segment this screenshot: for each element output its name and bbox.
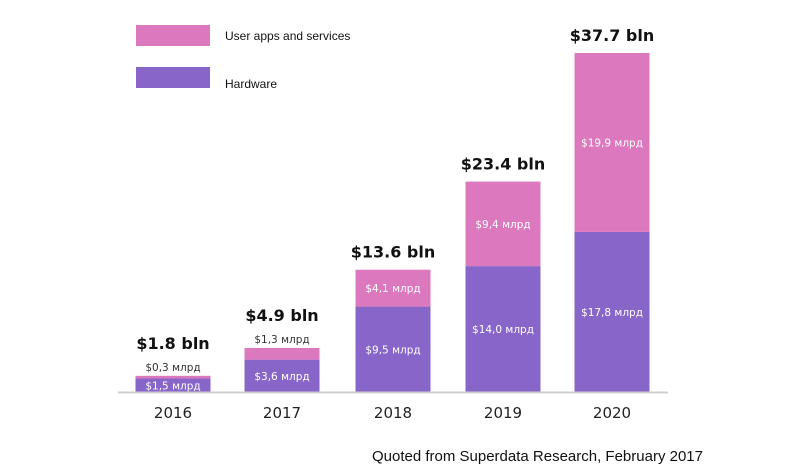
legend-label-user-apps: User apps and services	[225, 29, 350, 43]
total-label-2020: $37.7 bln	[570, 26, 655, 45]
data-label-hardware-2016: $1,5 млрд	[145, 380, 200, 392]
source-note: Quoted from Superdata Research, February…	[372, 448, 703, 465]
data-label-user-apps-2016: $0,3 млрд	[145, 362, 200, 374]
bar-hardware-2016	[135, 378, 211, 392]
bar-user-apps-2020	[574, 53, 650, 232]
bars-group: $1,5 млрд $0,3 млрд $1.8 bln $3,6 млрд $1,3 …	[135, 26, 655, 392]
bar-user-apps-2017	[244, 347, 320, 360]
x-tick-label-2018: 2018	[374, 404, 412, 422]
x-tick-label-2019: 2019	[484, 404, 522, 422]
total-label-2018: $13.6 bln	[351, 243, 436, 262]
data-label-user-apps-2019: $9,4 млрд	[475, 219, 530, 231]
total-label-2017: $4.9 bln	[245, 306, 318, 325]
data-label-user-apps-2017: $1,3 млрд	[254, 334, 309, 346]
data-label-hardware-2020: $17,8 млрд	[581, 307, 643, 319]
data-label-user-apps-2018: $4,1 млрд	[365, 283, 420, 295]
bar-user-apps-2019	[465, 181, 541, 267]
x-tick-label-2020: 2020	[593, 404, 631, 422]
data-label-hardware-2017: $3,6 млрд	[254, 371, 309, 383]
bar-hardware-2020	[574, 231, 650, 392]
legend: User apps and services Hardware	[136, 25, 350, 91]
category-labels: 2016 2017 2018 2019 2020	[154, 404, 631, 422]
legend-swatch-hardware	[136, 67, 210, 88]
bar-hardware-2019	[465, 266, 541, 392]
bar-hardware-2018	[355, 306, 431, 392]
bar-hardware-2017	[244, 359, 320, 392]
bar-user-apps-2016	[135, 375, 211, 379]
data-label-hardware-2019: $14,0 млрд	[472, 324, 534, 336]
bar-user-apps-2018	[355, 269, 431, 307]
legend-swatch-user-apps	[136, 25, 210, 46]
total-label-2016: $1.8 bln	[136, 334, 209, 353]
total-label-2019: $23.4 bln	[461, 155, 546, 174]
x-tick-label-2016: 2016	[154, 404, 192, 422]
legend-label-hardware: Hardware	[225, 77, 277, 91]
x-tick-label-2017: 2017	[263, 404, 301, 422]
data-label-user-apps-2020: $19,9 млрд	[581, 137, 643, 149]
data-label-hardware-2018: $9,5 млрд	[365, 344, 420, 356]
